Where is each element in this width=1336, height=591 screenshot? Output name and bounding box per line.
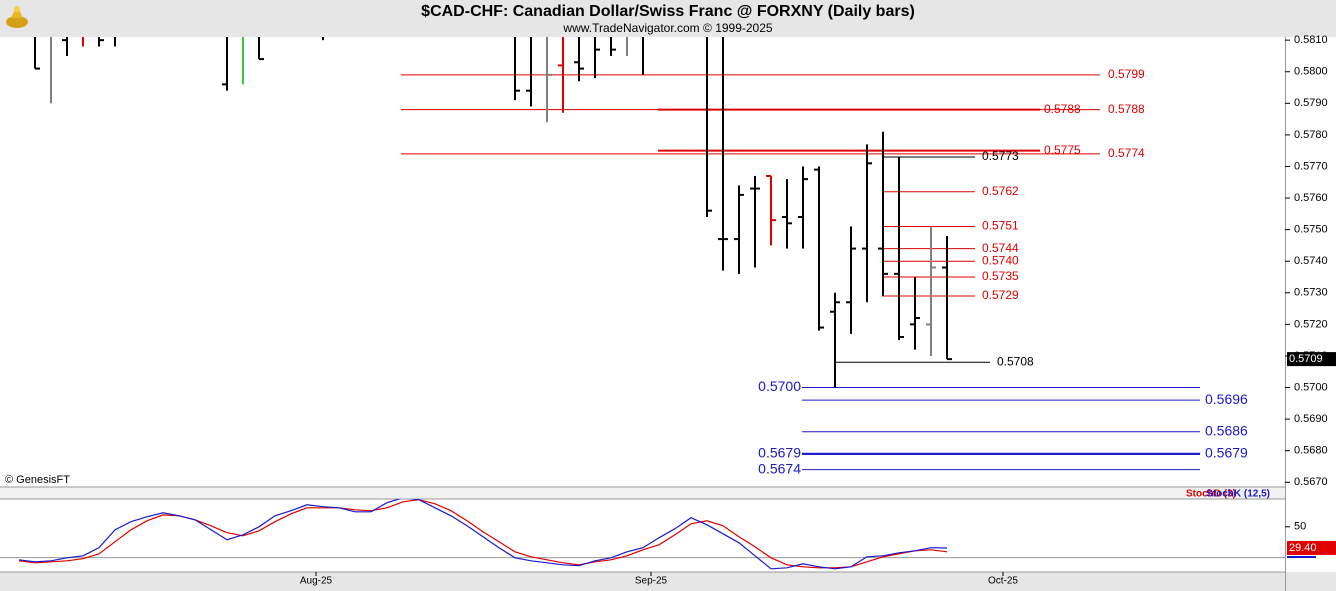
level-label: 0.5751 [982,219,1019,233]
level-label: 0.5729 [982,288,1019,302]
price-tag-label: 0.5709 [1289,353,1323,365]
level-label: 0.5696 [1205,391,1248,407]
level-label: 0.5740 [982,253,1019,267]
header-bar [0,0,1336,37]
level-label: 0.5744 [982,241,1019,255]
level-label: 0.5679 [758,445,801,461]
y-tick-label: 0.5780 [1294,129,1328,141]
y-tick-label: 0.5800 [1294,66,1328,78]
y-tick-label: 0.5680 [1294,445,1328,457]
y-tick-label: 0.5700 [1294,381,1328,393]
price-tag [1287,352,1336,367]
level-label: 0.5762 [982,184,1019,198]
y-tick-label: 0.5740 [1294,255,1328,267]
level-label: 0.5700 [758,378,801,394]
time-axis-bar [0,572,1336,591]
level-label: 0.5679 [1205,445,1248,461]
y-tick-label: 0.5720 [1294,318,1328,330]
level-label: 0.5686 [1205,422,1248,438]
x-tick-label: Oct-25 [988,576,1018,587]
copyright: © GenesisFT [5,474,70,486]
y-tick-label: 0.5760 [1294,192,1328,204]
panel-separator [0,487,1285,499]
level-label: 0.5775 [1044,143,1081,157]
stoch-plot [0,499,1285,570]
chart-subtitle: www.TradeNavigator.com © 1999-2025 [562,21,772,35]
annotations: 0.5810 0.5800 0.5790 0.5780 0.5770 0.5760 0.57… [300,34,1336,587]
x-tick-label: Aug-25 [300,576,333,587]
level-label: 0.5735 [982,269,1019,283]
y-tick-label: 0.5790 [1294,97,1328,109]
legend-entry: StochK (12,5) [1206,489,1270,500]
y-tick-label: 0.5770 [1294,160,1328,172]
y-tick-label: 0.5730 [1294,287,1328,299]
legend-entry: StochD (3) [1186,489,1236,500]
value-tag-label: 29.40 [1289,542,1317,554]
stoch-line [18,499,948,570]
level-label: 0.5773 [982,149,1019,163]
x-tick-label: Sep-25 [635,576,668,587]
level-label: 0.5774 [1108,146,1145,160]
chart-title: $CAD-CHF: Canadian Dollar/Swiss Franc @ … [421,3,915,20]
logo [6,5,28,28]
y-tick-label: 0.5690 [1294,413,1328,425]
level-label: 0.5799 [1108,67,1145,81]
price-plot [34,37,1200,471]
y-tick-label: 0.5810 [1294,34,1328,46]
y-tick-label: 0.5750 [1294,224,1328,236]
stoch-line [18,499,948,569]
level-label: 0.5788 [1044,102,1081,116]
value-tag [1287,540,1336,555]
level-label: 0.5708 [997,354,1034,368]
y-tick-label: 0.5670 [1294,476,1328,488]
level-label: 0.5788 [1108,102,1145,116]
y-tick-label: 50 [1294,521,1306,533]
level-label: 0.5674 [758,460,801,476]
